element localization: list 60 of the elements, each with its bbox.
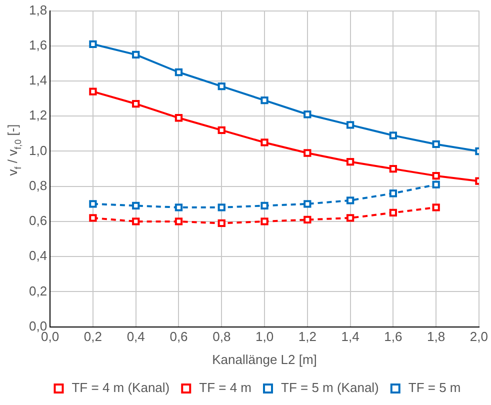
point bbox=[389, 208, 398, 217]
point bbox=[389, 190, 398, 198]
legend-label: TF = 4 m bbox=[199, 380, 252, 396]
point bbox=[218, 219, 226, 228]
x-tick-label: 0,4 bbox=[126, 329, 145, 344]
point bbox=[260, 202, 268, 210]
point bbox=[432, 172, 440, 180]
point bbox=[89, 88, 97, 96]
y-tick-label: 1,0 bbox=[28, 142, 48, 158]
point bbox=[389, 132, 398, 140]
x-tick-label: 1,4 bbox=[341, 329, 360, 344]
point bbox=[260, 138, 268, 146]
x-tick-label: 1,8 bbox=[427, 329, 446, 344]
point bbox=[432, 204, 440, 212]
point bbox=[132, 50, 140, 59]
x-tick-label: 1,2 bbox=[298, 329, 316, 344]
point bbox=[346, 158, 354, 166]
point bbox=[132, 100, 140, 108]
point bbox=[218, 204, 226, 212]
x-tick-label: 1,6 bbox=[384, 329, 402, 344]
point bbox=[304, 110, 312, 118]
point bbox=[346, 121, 354, 129]
point bbox=[304, 216, 312, 224]
x-tick-label: 0,2 bbox=[84, 329, 102, 344]
legend-label: TF = 5 m bbox=[408, 380, 461, 396]
x-tick-label: 0,8 bbox=[212, 329, 231, 344]
point bbox=[132, 218, 140, 226]
point bbox=[89, 40, 97, 48]
point bbox=[346, 214, 354, 222]
y-tick-label: 1,8 bbox=[28, 2, 48, 18]
point bbox=[174, 114, 183, 122]
y-tick-label: 0,8 bbox=[28, 178, 48, 193]
y-tick-label: 0,4 bbox=[28, 248, 48, 264]
x-tick-label: 0,6 bbox=[170, 329, 188, 344]
y-tick-label: 1,4 bbox=[28, 72, 48, 88]
legend-label: TF = 4 m (Kanal) bbox=[72, 380, 170, 396]
point bbox=[89, 200, 97, 208]
point bbox=[218, 82, 226, 90]
point bbox=[174, 218, 183, 226]
point bbox=[132, 202, 140, 210]
point bbox=[260, 218, 268, 226]
legend-label: TF = 5 m (Kanal) bbox=[281, 380, 379, 396]
x-tick-label: 1,0 bbox=[255, 329, 274, 344]
point bbox=[304, 149, 312, 157]
point bbox=[89, 214, 97, 222]
point bbox=[218, 126, 226, 134]
x-axis-title: Kanallänge L2 [m] bbox=[212, 352, 317, 367]
y-tick-label: 1,2 bbox=[28, 108, 48, 123]
point bbox=[346, 196, 354, 204]
point bbox=[432, 140, 440, 148]
y-tick-label: 0,6 bbox=[28, 213, 48, 228]
point bbox=[304, 200, 312, 208]
x-tick-label: 2,0 bbox=[470, 329, 488, 344]
y-tick-label: 1,6 bbox=[28, 37, 48, 52]
point bbox=[174, 68, 183, 76]
point bbox=[432, 180, 440, 188]
point bbox=[260, 96, 268, 104]
point bbox=[174, 204, 183, 212]
y-tick-label: 0,2 bbox=[28, 283, 48, 298]
point bbox=[389, 164, 398, 173]
